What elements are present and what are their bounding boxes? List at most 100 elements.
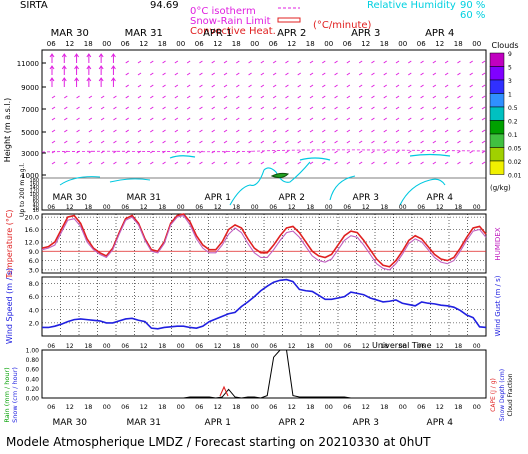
bottom-hour-label: 18 xyxy=(380,403,388,411)
wind-vector xyxy=(64,150,68,154)
wind-vector xyxy=(457,117,461,121)
wind-vector xyxy=(309,95,314,99)
wind-vector xyxy=(383,106,387,110)
wind-vector xyxy=(64,161,68,165)
wind-vector xyxy=(481,140,486,144)
wind-vector xyxy=(285,129,289,133)
wind-vector xyxy=(260,60,265,64)
wind-vector xyxy=(272,161,277,165)
wind-vector xyxy=(150,117,154,121)
mid-hour-label: 06 xyxy=(47,343,55,350)
panel-hour-label: 12 xyxy=(214,204,222,211)
wind-vector xyxy=(358,129,363,133)
snow-rain-legend: Snow-Rain Limit xyxy=(190,16,271,27)
wind-vector xyxy=(334,95,338,99)
wind-vector xyxy=(420,60,424,64)
wind-vector xyxy=(358,140,363,144)
top-hour-label: 00 xyxy=(324,40,333,48)
lower-height-tick-label: 10 xyxy=(33,208,39,214)
wind-vector xyxy=(322,129,326,133)
wind-vector xyxy=(199,129,203,133)
wind-vector xyxy=(395,60,400,64)
wind-vector xyxy=(322,161,326,165)
wind-vector xyxy=(174,117,179,121)
bottom-hour-label: 12 xyxy=(436,403,444,411)
top-day-label: APR 3 xyxy=(351,28,380,39)
top-hour-label: 12 xyxy=(139,40,148,48)
wind-arrowhead xyxy=(86,77,92,82)
wind-vector xyxy=(223,150,228,154)
wind-vector xyxy=(395,129,400,133)
wind-vector xyxy=(162,106,166,110)
top-hour-label: 00 xyxy=(398,40,407,48)
y-tick-label: 16.0 xyxy=(25,226,39,234)
wind-vector xyxy=(248,140,252,144)
bottom-hour-label: 00 xyxy=(251,403,259,411)
panel-hour-label: 06 xyxy=(47,204,55,211)
wind-vector xyxy=(469,60,473,64)
wind-vector xyxy=(260,72,265,76)
bottom-day-label: MAR 31 xyxy=(127,418,162,428)
top-hour-label: 06 xyxy=(417,40,426,48)
lower-height-tick-label: 40 xyxy=(33,203,39,209)
wind-vector xyxy=(88,161,93,165)
wind-vector xyxy=(309,150,314,154)
humidity-contour-left xyxy=(59,176,151,186)
mid-hour-label: 18 xyxy=(306,343,314,350)
wind-vector xyxy=(420,129,424,133)
panel-frame xyxy=(41,349,487,399)
y-tick-label: 6.0 xyxy=(29,293,39,301)
wind-arrowhead xyxy=(98,53,104,58)
legend-tick-label: 3 xyxy=(508,78,512,85)
mid-hour-label: 00 xyxy=(103,343,111,350)
wind-vector xyxy=(76,129,80,133)
wind-vector xyxy=(408,150,412,154)
legend-unit: (g/kg) xyxy=(490,184,511,192)
wind-vector xyxy=(383,150,387,154)
panel-day-label: APR 3 xyxy=(353,193,379,203)
panel-hour-label: 06 xyxy=(269,204,277,211)
wind-vector xyxy=(272,60,277,64)
universal-time-label: Universal Time xyxy=(372,341,432,350)
wind-vector xyxy=(223,106,228,110)
wind-vector xyxy=(186,84,191,88)
wind-vector xyxy=(125,72,129,76)
wind-vector xyxy=(162,161,166,165)
wind-vector xyxy=(469,95,473,99)
top-hour-label: 00 xyxy=(250,40,259,48)
wind-vector xyxy=(346,129,351,133)
wind-vector xyxy=(100,129,105,133)
wind-vector xyxy=(322,72,326,76)
wind-vector xyxy=(113,117,117,121)
mid-hour-label: 06 xyxy=(121,343,129,350)
wind-vector xyxy=(199,106,203,110)
panel-hour-label: 12 xyxy=(436,204,444,211)
wind-vector xyxy=(174,72,179,76)
wind-vector xyxy=(248,84,252,88)
wind-vector xyxy=(334,72,338,76)
wind-vector xyxy=(100,117,105,121)
legend-tick-label: 0.02 xyxy=(508,159,522,166)
wind-vector xyxy=(444,161,449,165)
wind-vector xyxy=(309,161,314,165)
wind-vector xyxy=(137,84,142,88)
panel-hour-label: 18 xyxy=(232,204,240,211)
top-day-label: MAR 31 xyxy=(125,28,163,39)
bottom-hour-label: 18 xyxy=(158,403,166,411)
bottom-day-label: APR 4 xyxy=(427,418,454,428)
wind-vector xyxy=(150,161,154,165)
mid-hour-label: 18 xyxy=(84,343,92,350)
bottom-hour-label: 06 xyxy=(121,403,129,411)
wind-vector xyxy=(236,60,240,64)
top-hour-label: 06 xyxy=(47,40,56,48)
wind-vector xyxy=(322,106,326,110)
mid-hour-label: 06 xyxy=(195,343,203,350)
wind-vector xyxy=(383,95,387,99)
mid-hour-label: 12 xyxy=(436,343,444,350)
humidity-contour-low xyxy=(229,161,446,206)
wind-vector xyxy=(100,95,105,99)
wind-vector xyxy=(186,117,191,121)
top-hour-label: 06 xyxy=(343,40,352,48)
